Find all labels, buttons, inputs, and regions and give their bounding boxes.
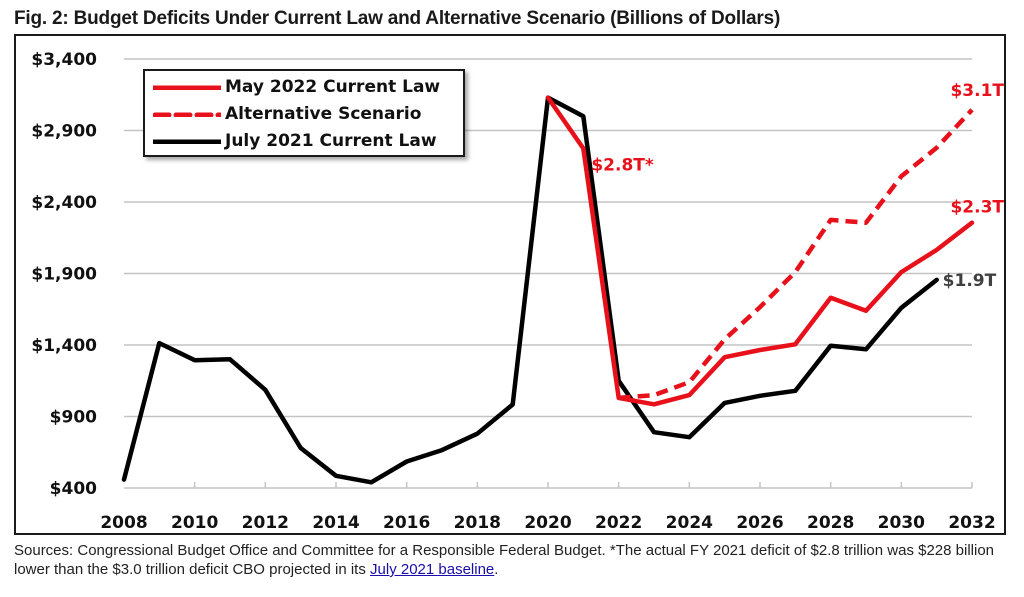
legend-item-alternative: Alternative Scenario bbox=[153, 101, 421, 127]
x-tick-label: 2022 bbox=[595, 513, 642, 533]
y-tick-label: $3,400 bbox=[31, 50, 97, 70]
legend-label: July 2021 Current Law bbox=[225, 131, 437, 151]
series-line-july-2021-current-law bbox=[121, 95, 939, 485]
x-tick-label: 2010 bbox=[171, 513, 218, 533]
y-tick-label: $1,900 bbox=[31, 265, 97, 285]
x-tick-label: 2024 bbox=[666, 513, 713, 533]
legend-label: May 2022 Current Law bbox=[225, 77, 441, 97]
source-text-end: . bbox=[494, 561, 499, 578]
x-tick-label: 2014 bbox=[312, 513, 359, 533]
data-label: $2.8T* bbox=[591, 155, 654, 175]
source-note: Sources: Congressional Budget Office and… bbox=[14, 541, 1014, 579]
y-tick-label: $400 bbox=[50, 479, 97, 499]
data-label: $3.1T bbox=[950, 81, 1004, 101]
legend-swatch-solid-red bbox=[153, 85, 221, 90]
legend-item-may-2022: May 2022 Current Law bbox=[153, 74, 440, 100]
y-tick-label: $1,400 bbox=[31, 336, 97, 356]
x-tick-label: 2018 bbox=[454, 513, 501, 533]
y-tick-label: $2,400 bbox=[31, 193, 97, 213]
data-label: $1.9T bbox=[943, 271, 997, 291]
y-tick-label: $900 bbox=[50, 408, 97, 428]
x-tick-label: 2028 bbox=[807, 513, 854, 533]
series-line-alternative-scenario bbox=[618, 108, 974, 401]
x-tick-label: 2020 bbox=[524, 513, 571, 533]
baseline-link[interactable]: July 2021 baseline bbox=[370, 561, 495, 578]
legend-swatch-dashed-red bbox=[153, 112, 221, 117]
y-axis-labels: $400 $900 $1,400 $1,900 $2,400 $2,900 $3,400 bbox=[31, 50, 97, 499]
legend-item-july-2021: July 2021 Current Law bbox=[153, 128, 437, 154]
x-tick-label: 2008 bbox=[100, 513, 147, 533]
legend-label: Alternative Scenario bbox=[225, 104, 422, 124]
chart-title: Fig. 2: Budget Deficits Under Current La… bbox=[14, 8, 781, 29]
x-axis-labels: 2008 2010 2012 2014 2016 2018 2020 2022 2024 2026… bbox=[100, 513, 995, 533]
annotations: $2.8T* $3.1T $2.3T $1.9T bbox=[591, 81, 1004, 291]
chart-frame bbox=[14, 34, 1006, 535]
source-text: Sources: Congressional Budget Office and… bbox=[14, 542, 995, 578]
x-tick-label: 2030 bbox=[878, 513, 925, 533]
x-tick-label: 2026 bbox=[736, 513, 783, 533]
chart-legend: May 2022 Current Law Alternative Scenari… bbox=[143, 69, 465, 157]
x-axis-ticks bbox=[193, 482, 973, 488]
series-lines bbox=[121, 95, 975, 485]
x-tick-label: 2012 bbox=[242, 513, 289, 533]
x-tick-label: 2032 bbox=[948, 513, 995, 533]
x-tick-label: 2016 bbox=[383, 513, 430, 533]
series-line-may-2022-current-law bbox=[545, 95, 975, 407]
data-label: $2.3T bbox=[950, 198, 1004, 218]
y-tick-label: $2,900 bbox=[31, 122, 97, 142]
legend-swatch-solid-black bbox=[153, 139, 221, 144]
